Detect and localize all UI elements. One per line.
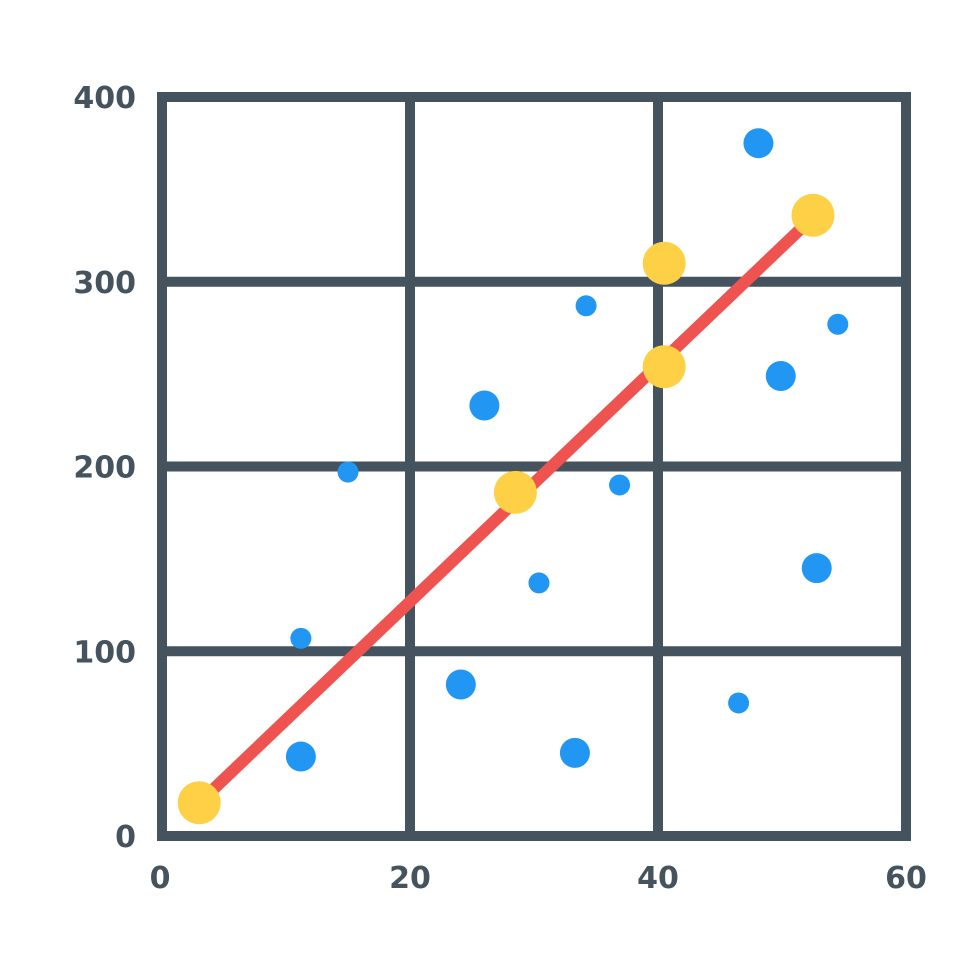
data-point bbox=[445, 669, 476, 700]
x-tick-label: 60 bbox=[885, 861, 927, 896]
highlight-point bbox=[177, 781, 221, 825]
highlight-point bbox=[642, 241, 686, 285]
tick-labels: 0 20 40 60 0 100 200 300 400 bbox=[73, 81, 927, 896]
highlight-point bbox=[791, 193, 835, 237]
data-point bbox=[728, 692, 750, 714]
data-points bbox=[285, 128, 849, 772]
highlight-point bbox=[642, 345, 686, 389]
x-tick-label: 40 bbox=[637, 861, 679, 896]
data-point bbox=[469, 390, 500, 421]
grid bbox=[157, 92, 911, 841]
data-point bbox=[285, 741, 316, 772]
data-point bbox=[290, 627, 312, 649]
highlight-points bbox=[177, 193, 835, 825]
data-point bbox=[827, 313, 849, 335]
data-point bbox=[765, 360, 796, 391]
data-point bbox=[609, 474, 631, 496]
y-tick-label: 300 bbox=[73, 266, 136, 301]
data-point bbox=[559, 737, 590, 768]
x-tick-label: 20 bbox=[389, 861, 431, 896]
y-tick-label: 200 bbox=[73, 451, 136, 486]
data-point bbox=[528, 572, 550, 594]
data-point bbox=[575, 295, 597, 317]
x-tick-label: 0 bbox=[150, 861, 171, 896]
data-point bbox=[337, 461, 359, 483]
y-tick-label: 100 bbox=[73, 635, 136, 670]
data-point bbox=[801, 553, 832, 584]
y-tick-label: 400 bbox=[73, 81, 136, 116]
highlight-point bbox=[493, 470, 537, 514]
data-point bbox=[743, 128, 774, 159]
y-tick-label: 0 bbox=[115, 820, 136, 855]
